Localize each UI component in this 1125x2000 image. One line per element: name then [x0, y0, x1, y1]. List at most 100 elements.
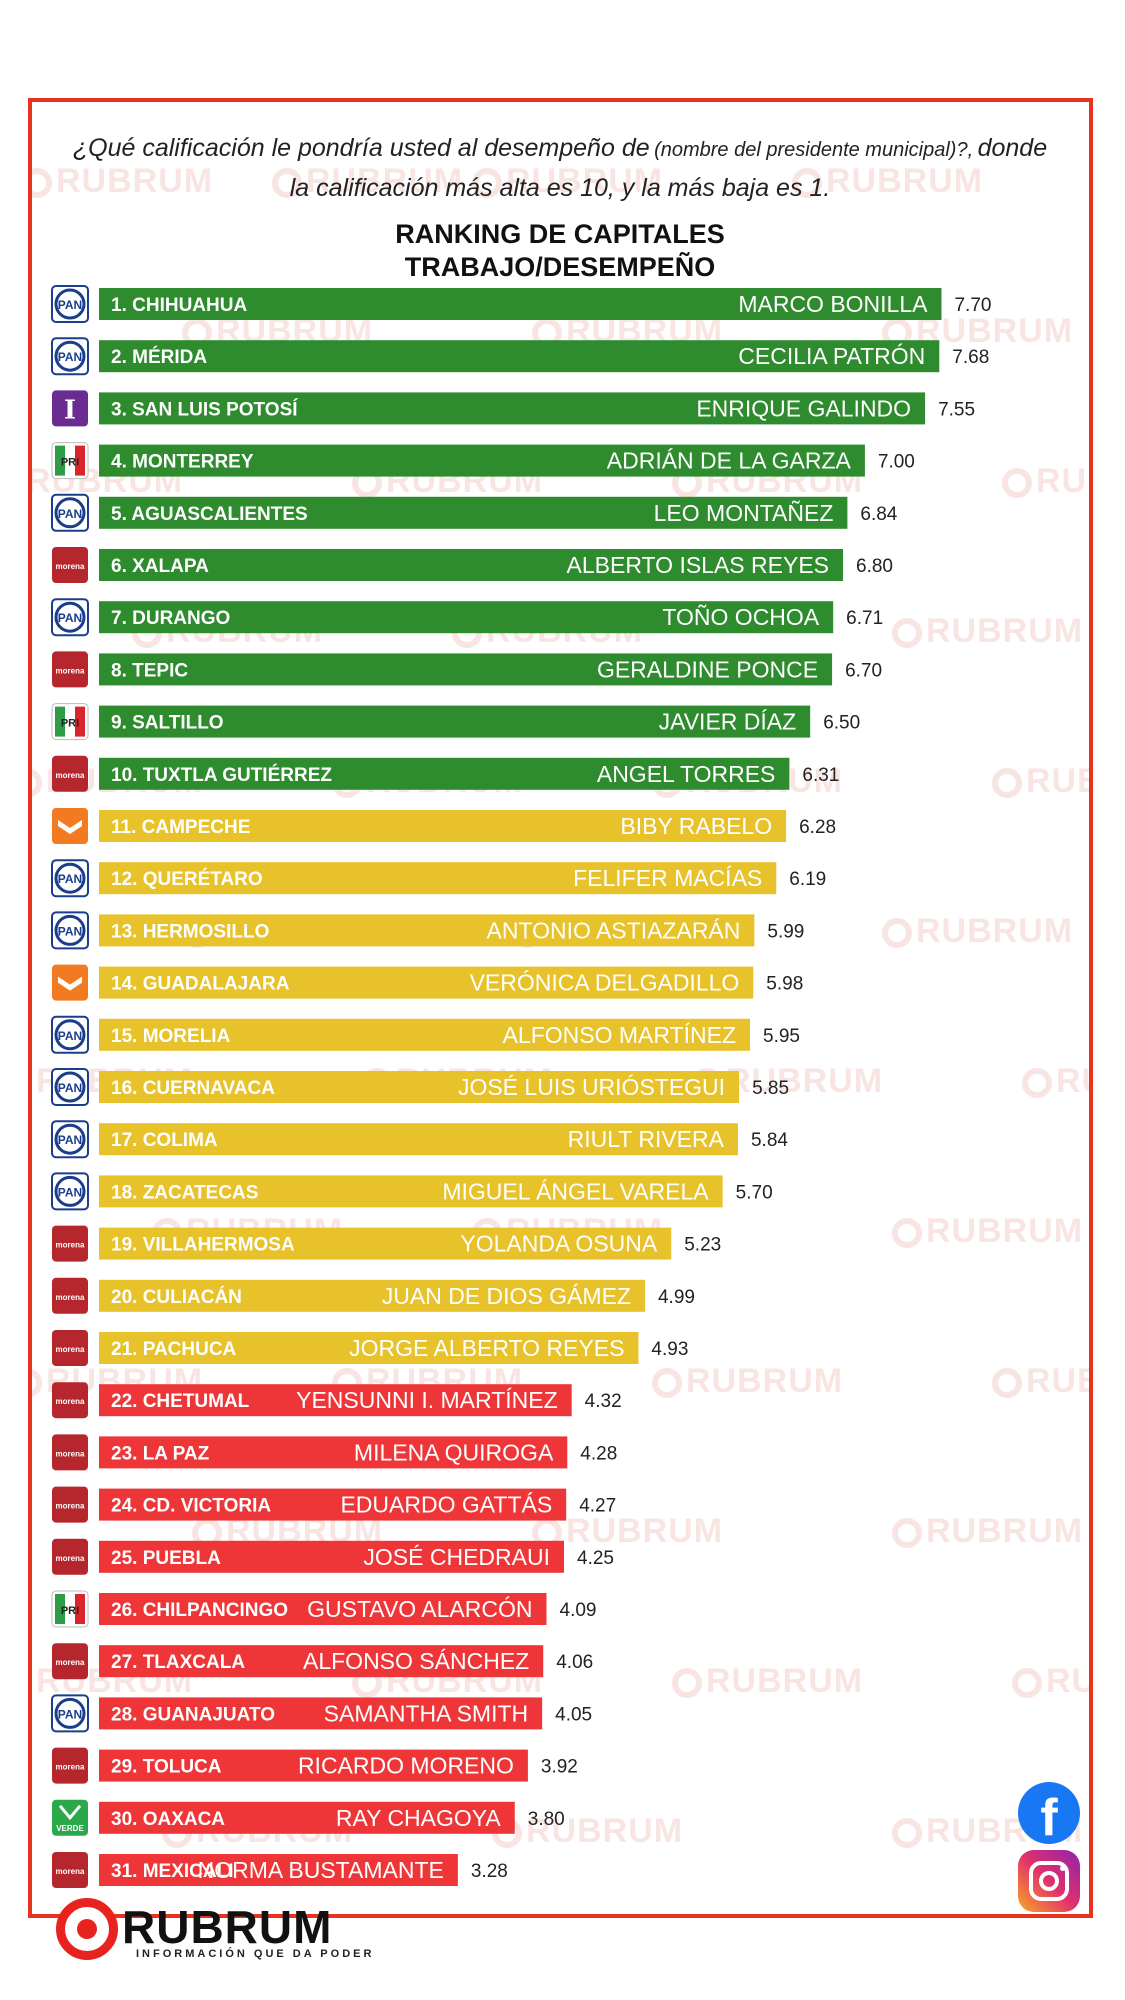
bar-mayor-label: RIULT RIVERA — [568, 1126, 725, 1152]
facebook-icon[interactable]: f — [1018, 1782, 1080, 1844]
morena-logo-box — [52, 1486, 88, 1523]
bar-city-label: 2. MÉRIDA — [111, 346, 207, 368]
bar-city-label: 21. PACHUCA — [111, 1339, 237, 1360]
pan-logo-ring — [54, 1071, 86, 1103]
bar-value-label: 7.70 — [954, 295, 991, 316]
bar-mayor-label: ALFONSO MARTÍNEZ — [503, 1022, 736, 1048]
bar-city-label: 16. CUERNAVACA — [111, 1078, 275, 1099]
instagram-camera-outline — [1029, 1861, 1069, 1901]
bar-city-label: 8. TEPIC — [111, 660, 188, 681]
pri-party-icon: PRI — [51, 1590, 89, 1628]
morena-party-icon: morena — [52, 1486, 88, 1523]
bar-mayor-label: YENSUNNI I. MARTÍNEZ — [296, 1387, 558, 1413]
bar-city-label: 4. MONTERREY — [111, 452, 254, 473]
pan-logo-ring — [54, 914, 86, 946]
bar-green — [99, 496, 848, 529]
mc-logo-box — [52, 808, 88, 844]
morena-party-icon: morena — [52, 1434, 88, 1471]
bar-green — [99, 705, 811, 738]
morena-logo-text: morena — [56, 1867, 85, 1876]
morena-party-icon: morena — [52, 1538, 88, 1575]
bar-mayor-label: ANTONIO ASTIAZARÁN — [486, 917, 740, 943]
bar-value-label: 5.70 — [736, 1182, 773, 1203]
morena-logo-text: morena — [56, 1449, 85, 1458]
pan-logo-ring — [54, 1175, 86, 1207]
morena-logo-box — [52, 651, 88, 688]
pri-logo-green — [55, 445, 65, 476]
bar-red — [99, 1384, 572, 1417]
bar-city-label: 23. LA PAZ — [111, 1443, 210, 1464]
bar-green — [99, 444, 865, 477]
morena-logo-text: morena — [56, 1554, 85, 1563]
pri-logo-text: PRI — [61, 457, 79, 469]
bar-city-label: 5. AGUASCALIENTES — [111, 504, 308, 525]
bar-city-label: 12. QUERÉTARO — [111, 868, 263, 890]
verde-logo-mark — [58, 1804, 82, 1821]
bar-yellow — [99, 1227, 672, 1260]
bar-city-label: 29. TOLUCA — [111, 1757, 222, 1778]
bar-value-label: 5.23 — [684, 1235, 721, 1256]
bar-value-label: 4.28 — [580, 1443, 617, 1464]
bar-mayor-label: EDUARDO GATTÁS — [340, 1492, 552, 1518]
morena-logo-box — [52, 1852, 88, 1888]
bar-green — [99, 757, 790, 790]
bar-yellow — [99, 1071, 740, 1103]
mc-party-icon — [52, 808, 88, 844]
bar-city-label: 19. VILLAHERMOSA — [111, 1235, 295, 1256]
pan-logo-text: PAN — [58, 872, 82, 886]
bar-red — [99, 1436, 568, 1469]
morena-party-icon: morena — [52, 755, 88, 792]
bar-green — [99, 549, 844, 581]
rubrum-logo-name: RUBRUM — [122, 1901, 333, 1953]
pri-logo-red — [75, 445, 85, 476]
pan-party-icon: PAN — [51, 598, 89, 637]
verde-logo-text: VERDE — [56, 1824, 84, 1833]
morena-logo-box — [52, 1643, 88, 1680]
bar-yellow — [99, 810, 787, 842]
pan-logo-ring — [54, 497, 86, 529]
bar-green — [99, 601, 834, 634]
bar-red — [99, 1854, 458, 1886]
bar-city-label: 6. XALAPA — [111, 556, 209, 577]
bar-city-label: 27. TLAXCALA — [111, 1652, 245, 1673]
instagram-icon[interactable] — [1018, 1850, 1080, 1912]
pan-logo-text: PAN — [58, 1185, 82, 1199]
independiente-logo-text: I — [64, 395, 76, 425]
bar-value-label: 6.70 — [845, 660, 882, 681]
morena-logo-box — [52, 547, 88, 583]
bar-value-label: 3.80 — [528, 1809, 565, 1830]
pan-logo-text: PAN — [58, 1029, 82, 1043]
pan-logo-ring — [54, 862, 86, 894]
bar-mayor-label: YOLANDA OSUNA — [460, 1231, 657, 1257]
bar-mayor-label: NORMA BUSTAMANTE — [198, 1857, 444, 1883]
bar-value-label: 6.28 — [799, 817, 836, 838]
mc-logo-box — [52, 964, 88, 1001]
bar-value-label: 4.25 — [577, 1548, 614, 1569]
bar-red — [99, 1488, 567, 1521]
morena-party-icon: morena — [52, 1277, 88, 1314]
morena-party-icon: morena — [52, 651, 88, 688]
bar-red — [99, 1801, 515, 1834]
bar-mayor-label: MILENA QUIROGA — [354, 1439, 554, 1465]
pan-party-icon: PAN — [51, 911, 89, 950]
bar-value-label: 5.99 — [767, 921, 804, 942]
bar-mayor-label: LEO MONTAÑEZ — [654, 500, 834, 526]
bar-red — [99, 1749, 528, 1782]
bar-city-label: 11. CAMPECHE — [111, 817, 250, 838]
bar-mayor-label: JOSÉ LUIS URIÓSTEGUI — [458, 1074, 725, 1100]
bar-mayor-label: ALFONSO SÁNCHEZ — [303, 1648, 529, 1674]
bar-city-label: 7. DURANGO — [111, 608, 230, 629]
pan-party-icon: PAN — [51, 1694, 89, 1733]
independiente-logo-box — [52, 390, 88, 427]
morena-party-icon: morena — [52, 1330, 88, 1366]
morena-logo-box — [52, 1382, 88, 1419]
morena-party-icon: morena — [52, 1382, 88, 1419]
pri-logo-red — [75, 1594, 85, 1624]
pan-logo-ring — [54, 1123, 86, 1155]
morena-logo-text: morena — [56, 1502, 85, 1511]
bar-city-label: 10. TUXTLA GUTIÉRREZ — [111, 764, 332, 786]
bar-city-label: 22. CHETUMAL — [111, 1391, 250, 1412]
bar-value-label: 6.84 — [860, 504, 897, 525]
bar-value-label: 7.55 — [938, 399, 975, 420]
morena-logo-box — [52, 755, 88, 792]
